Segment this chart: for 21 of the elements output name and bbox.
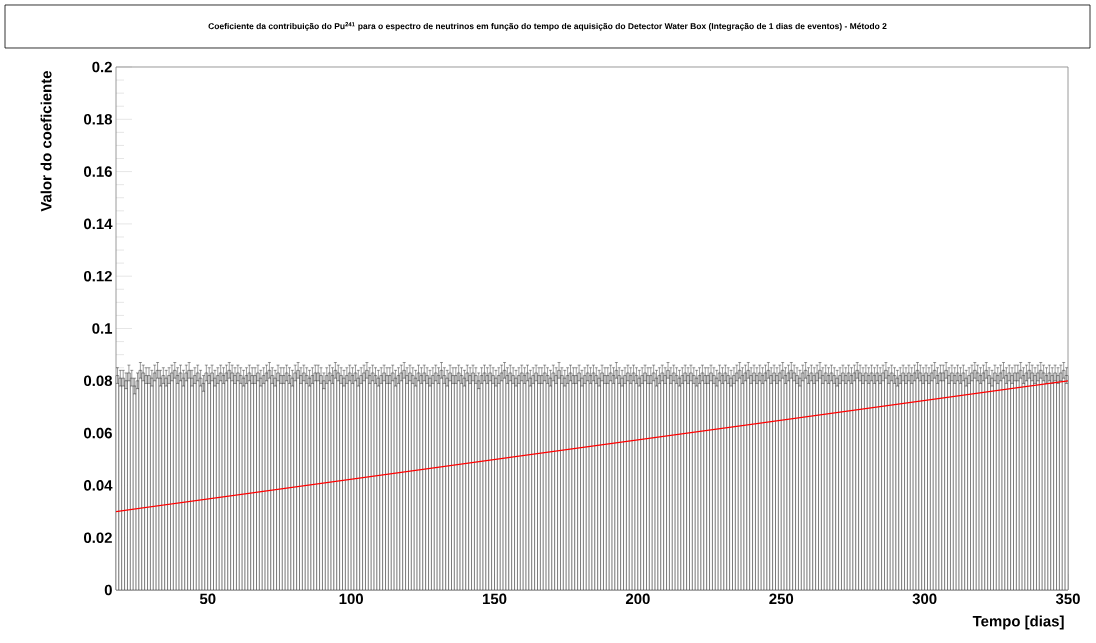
y-tick-label: 0 <box>104 584 112 596</box>
y-tick-label: 0.16 <box>84 166 112 177</box>
y-tick-label: 0.04 <box>84 480 113 491</box>
y-tick-label: 0.08 <box>84 375 113 387</box>
y-axis-title: Valor do coeficiente <box>40 71 52 212</box>
x-tick-label: 350 <box>1055 593 1080 605</box>
chart-title: Coeficiente da contribuição do Pu$^{241}$ para o espectro de neutrinos em função do tempo de aquisição do Detector Water Box (Integração de 1 dias de eventos) - Método 2 <box>208 22 887 31</box>
x-tick-label: 250 <box>769 593 794 605</box>
y-tick-label: 0.14 <box>84 218 113 230</box>
y-tick-label: 0.2 <box>92 61 112 73</box>
x-tick-label: 200 <box>625 593 650 605</box>
y-tick-label: 0.1 <box>92 323 113 334</box>
y-tick-label: 0.18 <box>84 114 113 125</box>
x-tick-label: 300 <box>912 593 937 605</box>
x-tick-label: 150 <box>482 593 507 605</box>
y-tick-label: 0.12 <box>84 270 112 282</box>
x-tick-label: 50 <box>199 593 216 605</box>
y-tick-label: 0.02 <box>84 532 112 543</box>
x-tick-label: 100 <box>339 593 363 605</box>
y-tick-label: 0.06 <box>84 427 112 439</box>
x-axis-title: Tempo [dias] <box>972 615 1064 630</box>
